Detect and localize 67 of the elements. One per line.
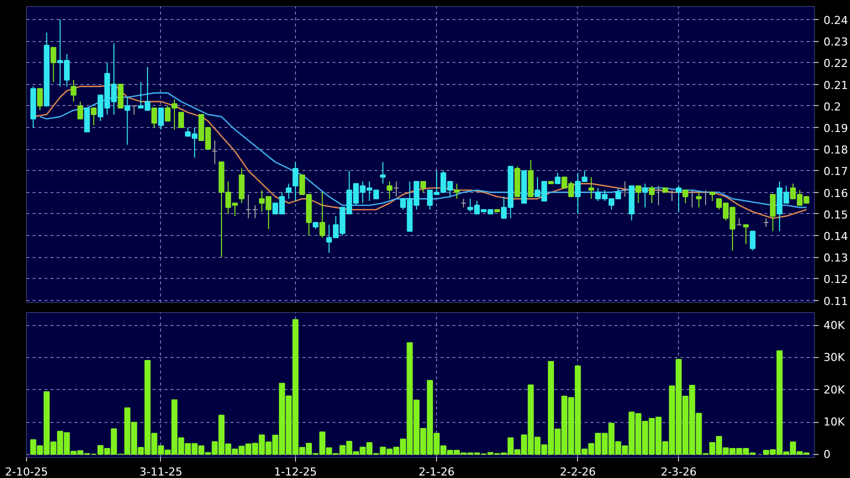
candlestick bbox=[151, 108, 158, 128]
candlestick bbox=[770, 194, 776, 232]
candlestick bbox=[702, 190, 708, 206]
candlestick bbox=[454, 183, 460, 200]
candlestick bbox=[689, 190, 695, 208]
y-tick-label: 0.14 bbox=[824, 230, 848, 244]
y-tick-label: 0.11 bbox=[824, 294, 848, 308]
candlestick bbox=[70, 79, 76, 102]
y-tick-label: 0.13 bbox=[824, 252, 848, 265]
candlestick bbox=[131, 105, 137, 116]
y-tick-label: 0.21 bbox=[824, 78, 848, 92]
candlestick bbox=[118, 84, 124, 109]
y-tick-label: 0.22 bbox=[824, 57, 848, 70]
candlestick bbox=[124, 96, 130, 146]
candlestick bbox=[380, 162, 386, 184]
x-tick-label: 2-1-26 bbox=[418, 466, 455, 478]
y-tick-label: 0.23 bbox=[824, 36, 848, 49]
candlestick bbox=[656, 185, 662, 206]
candlestick bbox=[37, 88, 43, 111]
candlestick bbox=[648, 185, 655, 204]
y-tick-label: 0.18 bbox=[824, 144, 848, 157]
candlestick bbox=[750, 230, 756, 252]
candlestick bbox=[246, 194, 252, 219]
candlestick bbox=[676, 185, 682, 212]
candlestick bbox=[642, 183, 648, 208]
candlestick bbox=[743, 224, 749, 245]
candlestick bbox=[178, 112, 184, 128]
x-tick-label: 1-12-25 bbox=[274, 466, 317, 478]
candlestick bbox=[554, 172, 561, 184]
candlestick bbox=[386, 181, 392, 200]
candlestick bbox=[90, 108, 97, 126]
candlestick bbox=[763, 218, 769, 228]
candlestick bbox=[588, 176, 594, 200]
y-tick-label: 10K bbox=[824, 416, 846, 429]
candlestick bbox=[212, 140, 218, 165]
candlestick bbox=[682, 190, 688, 204]
y-tick-label: 0.17 bbox=[824, 165, 848, 178]
y-tick-label: 0.2 bbox=[824, 100, 841, 114]
x-tick-label: 2-2-26 bbox=[560, 466, 596, 478]
y-tick-label: 0.16 bbox=[824, 186, 848, 200]
y-tick-label: 0.24 bbox=[824, 14, 848, 27]
candlestick bbox=[77, 101, 84, 120]
candlestick bbox=[420, 181, 426, 193]
candlestick bbox=[696, 192, 702, 208]
y-tick-label: 0 bbox=[824, 448, 830, 461]
candlestick bbox=[393, 181, 400, 198]
candlestick bbox=[84, 108, 90, 132]
candlestick bbox=[319, 192, 326, 238]
candlestick bbox=[286, 183, 292, 200]
candlestick bbox=[736, 218, 742, 226]
x-tick-label: 2-3-26 bbox=[660, 466, 697, 478]
candlestick bbox=[50, 47, 56, 83]
candlestick bbox=[635, 185, 642, 204]
y-tick-label: 0.15 bbox=[824, 208, 848, 222]
candlestick bbox=[622, 181, 628, 198]
candlestick bbox=[238, 168, 245, 204]
x-tick-label: 2-10-25 bbox=[5, 466, 48, 478]
candlestick bbox=[669, 190, 675, 202]
candlestick bbox=[292, 162, 298, 202]
y-tick-label: 30K bbox=[824, 351, 846, 364]
candlestick bbox=[252, 204, 258, 219]
x-tick-label: 3-11-25 bbox=[140, 466, 182, 478]
candlestick bbox=[158, 108, 164, 130]
y-tick-label: 40K bbox=[824, 318, 846, 332]
y-tick-label: 0.12 bbox=[824, 273, 848, 286]
y-tick-label: 0.19 bbox=[824, 122, 848, 135]
y-tick-label: 20K bbox=[824, 383, 846, 396]
